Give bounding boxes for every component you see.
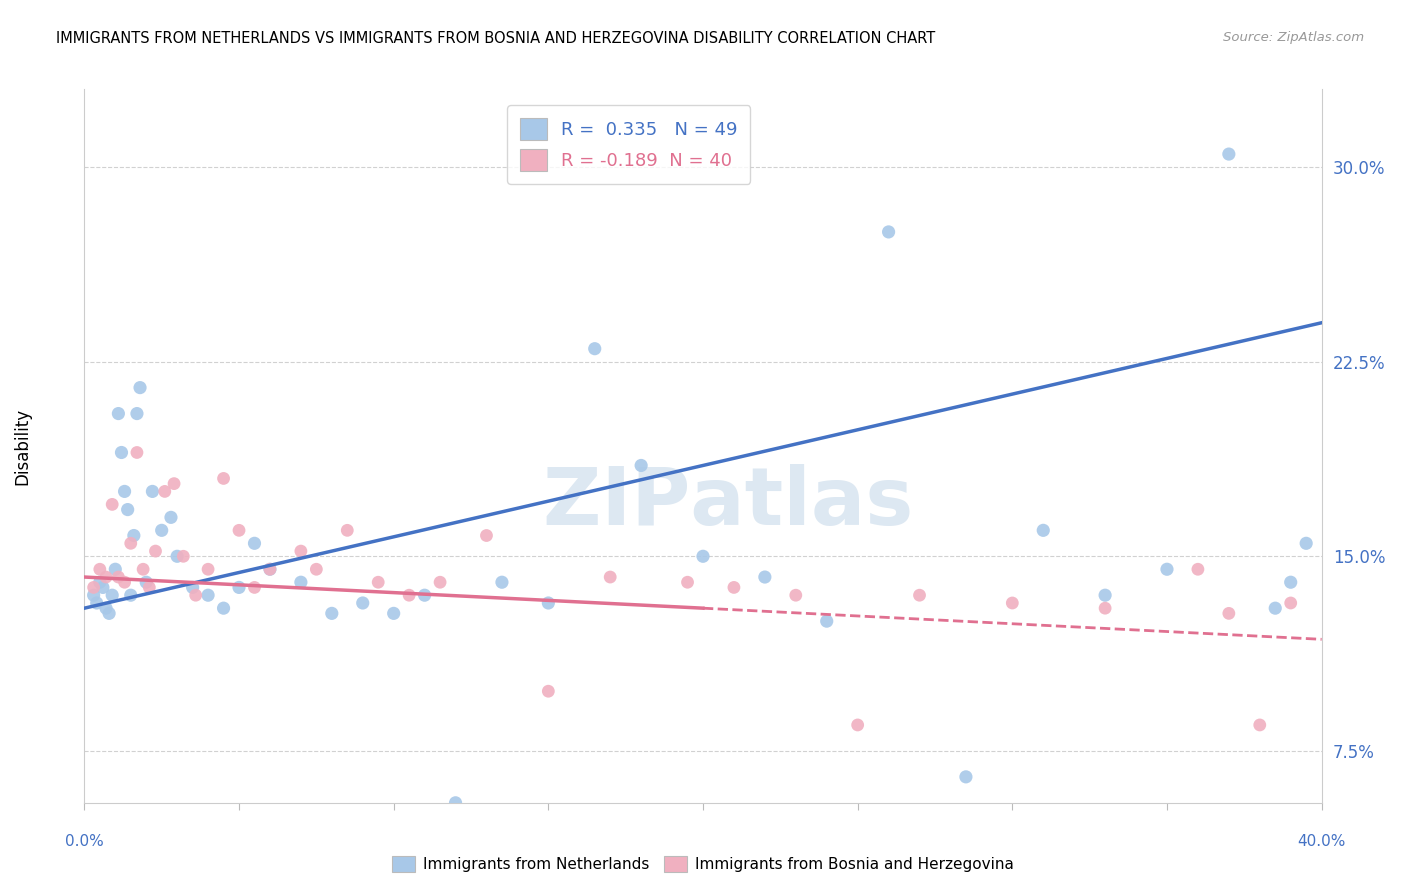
Point <box>723 581 745 595</box>
Point <box>1279 596 1302 610</box>
Point <box>336 524 359 538</box>
Point <box>125 445 148 459</box>
Legend: Immigrants from Netherlands, Immigrants from Bosnia and Herzegovina: Immigrants from Netherlands, Immigrants … <box>385 848 1021 880</box>
Point <box>141 484 163 499</box>
Point <box>160 510 183 524</box>
Point <box>676 575 699 590</box>
Point <box>120 536 142 550</box>
Point <box>89 575 111 590</box>
Point <box>125 407 148 421</box>
Point <box>1249 718 1271 732</box>
Point <box>212 471 235 485</box>
Point <box>491 575 513 590</box>
Legend: R =  0.335   N = 49, R = -0.189  N = 40: R = 0.335 N = 49, R = -0.189 N = 40 <box>508 105 751 184</box>
Point <box>150 524 173 538</box>
Point <box>352 596 374 610</box>
Point <box>243 581 266 595</box>
Point <box>1094 601 1116 615</box>
Point <box>197 562 219 576</box>
Point <box>163 476 186 491</box>
Point <box>172 549 194 564</box>
Point <box>104 562 127 576</box>
Point <box>321 607 343 621</box>
Point <box>537 684 560 698</box>
Point <box>398 588 420 602</box>
Point <box>754 570 776 584</box>
Text: Source: ZipAtlas.com: Source: ZipAtlas.com <box>1223 31 1364 45</box>
Point <box>305 562 328 576</box>
Point <box>212 601 235 615</box>
Point <box>1264 601 1286 615</box>
Point <box>630 458 652 473</box>
Point <box>382 607 405 621</box>
Point <box>94 601 117 615</box>
Point <box>259 562 281 576</box>
Point <box>444 796 467 810</box>
Point <box>877 225 900 239</box>
Point <box>129 381 152 395</box>
Point <box>1295 536 1317 550</box>
Point <box>135 575 157 590</box>
Point <box>1218 147 1240 161</box>
Point <box>101 588 124 602</box>
Text: Disability: Disability <box>14 408 31 484</box>
Point <box>692 549 714 564</box>
Point <box>153 484 176 499</box>
Point <box>290 575 312 590</box>
Text: IMMIGRANTS FROM NETHERLANDS VS IMMIGRANTS FROM BOSNIA AND HERZEGOVINA DISABILITY: IMMIGRANTS FROM NETHERLANDS VS IMMIGRANT… <box>56 31 935 46</box>
Point <box>367 575 389 590</box>
Point <box>1001 596 1024 610</box>
Point <box>107 407 129 421</box>
Point <box>1156 562 1178 576</box>
Point <box>117 502 139 516</box>
Text: ZIP​atlas: ZIP​atlas <box>543 464 912 542</box>
Point <box>785 588 807 602</box>
Point <box>1279 575 1302 590</box>
Point <box>114 575 136 590</box>
Point <box>166 549 188 564</box>
Point <box>94 570 117 584</box>
Point <box>1094 588 1116 602</box>
Point <box>583 342 606 356</box>
Point <box>1032 524 1054 538</box>
Point <box>114 484 136 499</box>
Point <box>110 445 132 459</box>
Point <box>599 570 621 584</box>
Point <box>122 528 145 542</box>
Point <box>86 596 108 610</box>
Point <box>83 588 105 602</box>
Point <box>184 588 207 602</box>
Point <box>908 588 931 602</box>
Point <box>120 588 142 602</box>
Point <box>228 581 250 595</box>
Point <box>1187 562 1209 576</box>
Point <box>259 562 281 576</box>
Text: 40.0%: 40.0% <box>1298 834 1346 849</box>
Point <box>138 581 160 595</box>
Point <box>197 588 219 602</box>
Point <box>101 497 124 511</box>
Point <box>98 607 121 621</box>
Point <box>955 770 977 784</box>
Point <box>89 562 111 576</box>
Point <box>429 575 451 590</box>
Text: 0.0%: 0.0% <box>65 834 104 849</box>
Point <box>181 581 204 595</box>
Point <box>243 536 266 550</box>
Point <box>413 588 436 602</box>
Point <box>132 562 155 576</box>
Point <box>475 528 498 542</box>
Point <box>83 581 105 595</box>
Point <box>228 524 250 538</box>
Point <box>846 718 869 732</box>
Point <box>537 596 560 610</box>
Point <box>290 544 312 558</box>
Point <box>145 544 167 558</box>
Point <box>107 570 129 584</box>
Point <box>815 614 838 628</box>
Point <box>1218 607 1240 621</box>
Point <box>91 581 114 595</box>
